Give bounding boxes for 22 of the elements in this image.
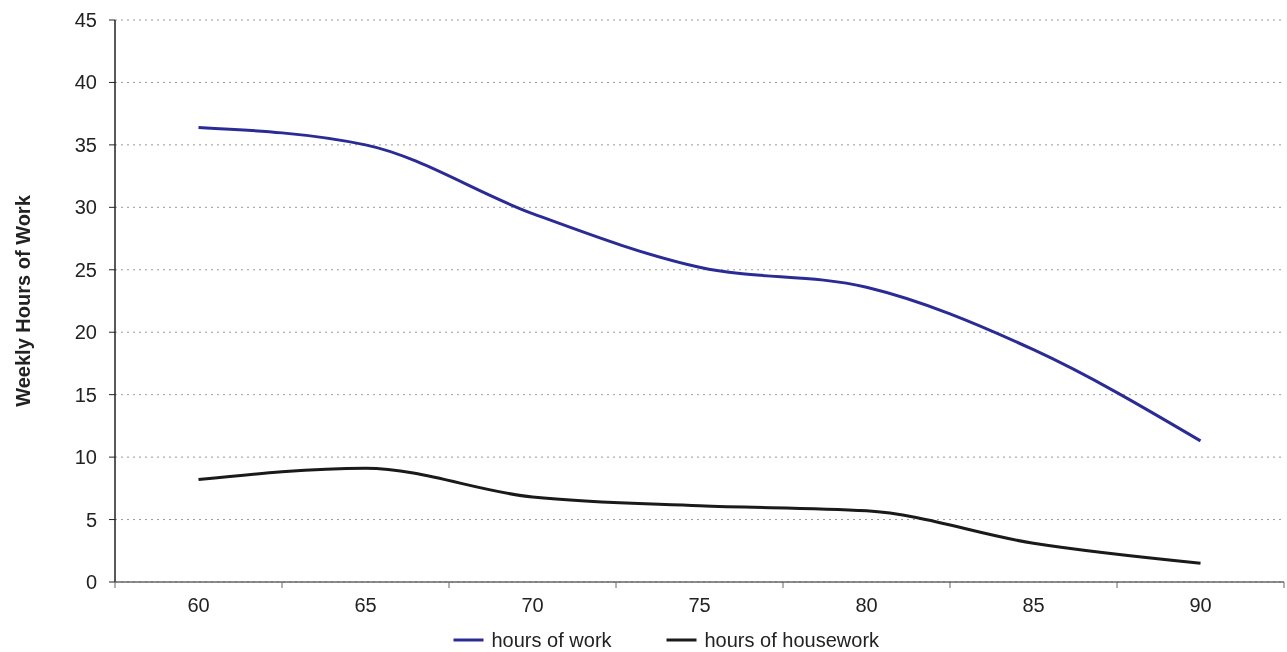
y-tick-label: 20	[74, 321, 97, 344]
y-tick-label: 30	[74, 196, 97, 219]
x-tick-label: 70	[521, 594, 544, 616]
y-tick-label: 40	[74, 71, 97, 94]
x-tick-label: 85	[1022, 594, 1045, 616]
y-tick-label: 25	[74, 258, 97, 281]
y-tick-label: 5	[85, 508, 97, 531]
x-tick-label: 75	[688, 594, 711, 616]
y-axis-title: Weekly Hours of Work	[12, 194, 34, 407]
x-tick-label: 80	[855, 594, 878, 616]
x-tick-label: 90	[1189, 594, 1212, 616]
y-tick-label: 10	[74, 446, 97, 469]
x-tick-label: 65	[354, 594, 377, 616]
line-series	[197, 466, 1202, 565]
x-tick-label: 60	[187, 594, 210, 616]
y-tick-label: 15	[74, 383, 97, 406]
line-series	[197, 125, 1202, 443]
y-tick-label: 0	[85, 571, 97, 593]
legend-label: hours of work	[491, 629, 613, 651]
legend-label: hours of housework	[704, 629, 881, 651]
y-tick-label: 35	[74, 133, 97, 156]
y-tick-label: 45	[74, 9, 97, 31]
